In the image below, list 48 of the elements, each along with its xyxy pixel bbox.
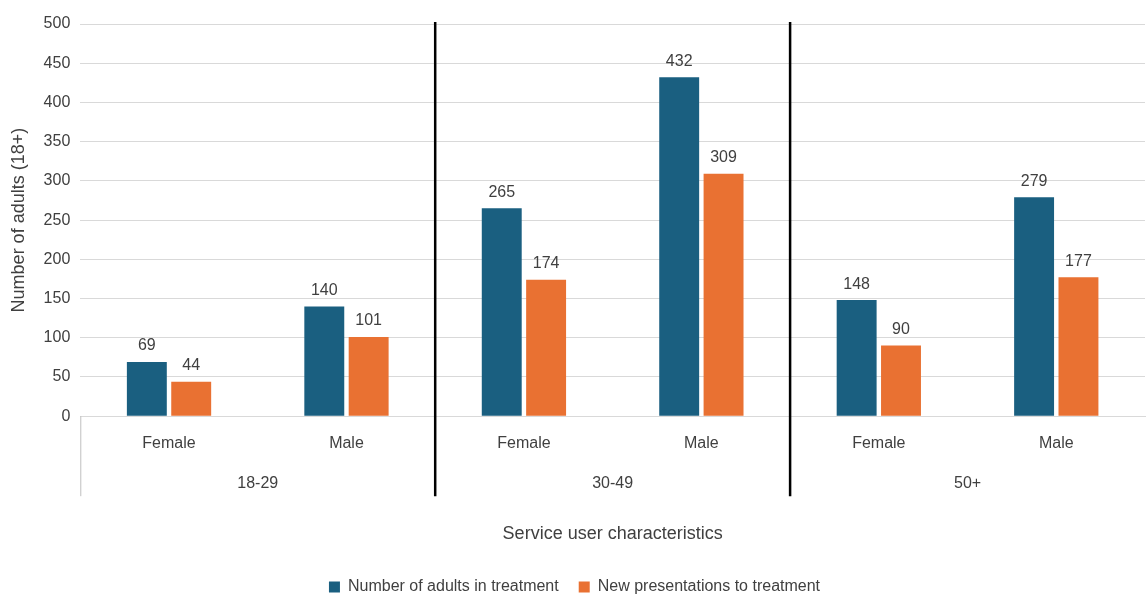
- x-axis-title: Service user characteristics: [502, 523, 723, 544]
- y-axis-title: Number of adults (18+): [7, 127, 28, 313]
- legend-label: New presentations to treatment: [597, 577, 821, 595]
- y-tick-label: 250: [43, 210, 71, 228]
- bar: [1058, 277, 1099, 416]
- legend-label: Number of adults in treatment: [347, 577, 560, 595]
- text: 18-29: [237, 473, 279, 491]
- y-tick-label: 300: [43, 171, 71, 189]
- bar: [304, 306, 345, 416]
- data-label: 309: [710, 148, 737, 166]
- data-label: 174: [532, 254, 560, 272]
- bar: [836, 300, 877, 416]
- data-label: 44: [182, 356, 201, 374]
- bar: [126, 362, 167, 416]
- y-tick-label: 200: [43, 249, 71, 267]
- y-tick-label: 100: [43, 328, 71, 346]
- text: 50+: [953, 473, 982, 491]
- y-tick-label: 350: [43, 132, 71, 150]
- bar: [526, 279, 567, 416]
- x-tick-label: Female: [497, 434, 551, 452]
- y-tick-label: 0: [61, 406, 71, 424]
- bar: [481, 208, 522, 416]
- bar: [703, 173, 744, 416]
- y-tick-label: 50: [52, 367, 71, 385]
- bar: [1014, 197, 1055, 416]
- data-label: 90: [892, 320, 911, 338]
- x-tick-label: Female: [852, 434, 906, 452]
- y-tick-label: 150: [43, 288, 71, 306]
- data-label: 101: [355, 311, 383, 329]
- data-label: 140: [310, 280, 338, 298]
- bar: [348, 336, 389, 416]
- y-tick-label: 400: [43, 92, 71, 110]
- y-tick-label: 500: [43, 14, 71, 32]
- data-label: 69: [137, 336, 156, 354]
- x-tick-label: Male: [329, 434, 364, 452]
- x-tick-label: Male: [684, 434, 719, 452]
- data-label: 279: [1020, 171, 1048, 189]
- x-tick-label: Male: [1038, 434, 1074, 452]
- data-label: 148: [843, 274, 871, 292]
- data-label: 265: [488, 182, 516, 200]
- x-tick-label: Female: [142, 434, 196, 452]
- y-tick-label: 450: [43, 53, 71, 71]
- data-label: 432: [665, 51, 693, 69]
- bar: [171, 381, 212, 416]
- data-label: 177: [1065, 251, 1092, 269]
- text: 30-49: [592, 473, 634, 491]
- bar: [659, 77, 700, 416]
- bar: [881, 345, 921, 416]
